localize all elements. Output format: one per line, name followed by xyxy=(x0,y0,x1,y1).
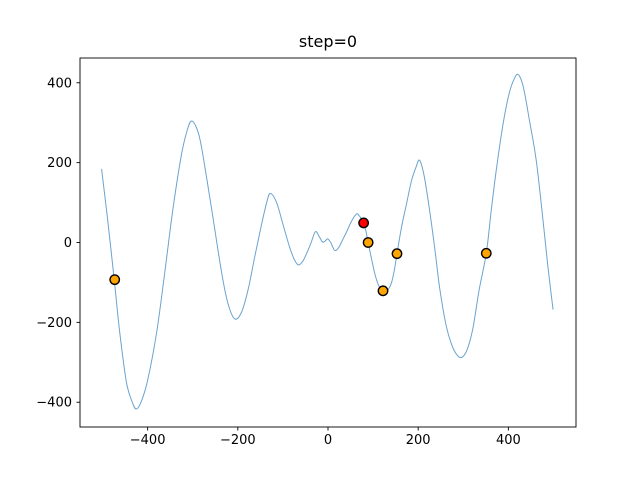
sample-points xyxy=(377,285,389,297)
plot-border xyxy=(79,57,577,428)
ticks-layer: −400 −200 0 200 400 −400 −200 0 200 400 xyxy=(36,76,520,448)
series-layer xyxy=(101,73,554,410)
y-tick-label: 200 xyxy=(47,156,72,171)
x-tick-label: −400 xyxy=(130,433,166,448)
sample-points xyxy=(109,274,121,286)
x-tick-label: 400 xyxy=(496,433,521,448)
y-tick-label: −200 xyxy=(36,316,72,331)
y-tick-label: 0 xyxy=(64,236,72,251)
current-best-point xyxy=(358,217,370,229)
x-tick-label: 0 xyxy=(324,433,332,448)
x-tick-label: 200 xyxy=(406,433,431,448)
y-tick-label: 400 xyxy=(47,76,72,91)
objective-curve xyxy=(101,73,554,410)
sample-points xyxy=(480,247,492,259)
y-tick-label: −400 xyxy=(36,396,72,411)
axes xyxy=(79,57,577,428)
x-tick-label: −200 xyxy=(220,433,256,448)
sample-points xyxy=(362,237,374,248)
chart-title: step=0 xyxy=(299,32,357,51)
sample-points xyxy=(391,248,403,260)
